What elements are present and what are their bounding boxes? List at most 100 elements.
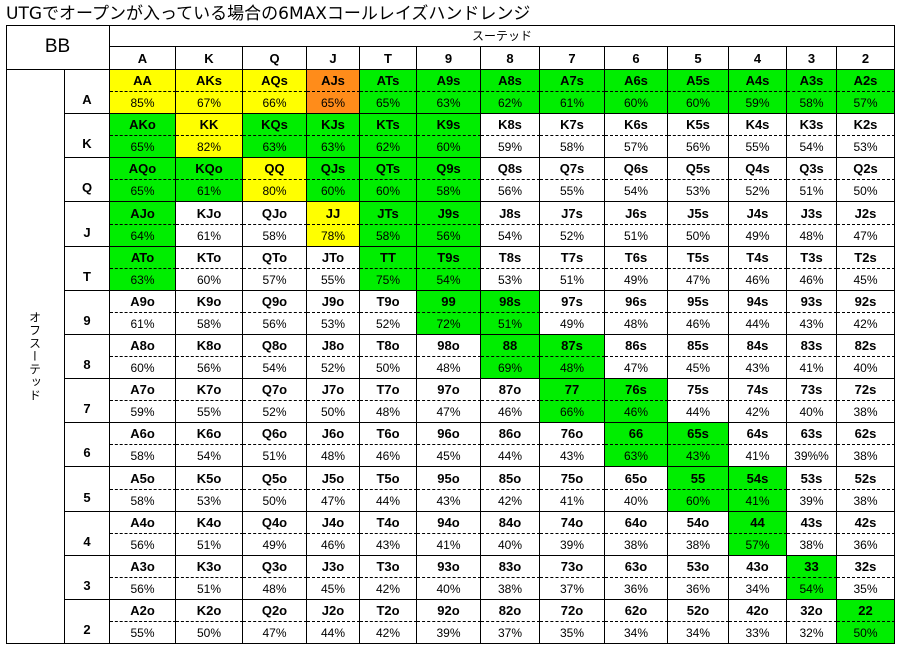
equity-cell: 45% <box>837 269 895 291</box>
row-header-8: 8 <box>65 335 110 379</box>
hand-cell: AJs <box>307 70 360 92</box>
equity-cell: 57% <box>729 534 787 556</box>
hand-cell: 63s <box>787 423 837 445</box>
equity-cell: 56% <box>110 534 176 556</box>
column-header-6: 6 <box>605 47 668 70</box>
hand-cell: T6o <box>360 423 417 445</box>
hand-cell: 64o <box>605 512 668 534</box>
row-header-Q: Q <box>65 158 110 202</box>
hand-cell: Q9s <box>417 158 481 180</box>
equity-cell: 34% <box>605 622 668 644</box>
equity-cell: 41% <box>729 445 787 467</box>
equity-cell: 47% <box>605 357 668 379</box>
column-header-J: J <box>307 47 360 70</box>
hand-cell: T8s <box>481 247 540 269</box>
hand-cell: 85o <box>481 467 540 490</box>
hand-range-table: BB スーテッド オフスーテッド A K Q J T 9 8 7 6 5 4 3 2 A AA 85% AKs 6… <box>6 25 895 644</box>
hand-cell: KTo <box>176 247 243 269</box>
equity-cell: 34% <box>729 578 787 600</box>
hand-cell: 62s <box>837 423 895 445</box>
equity-cell: 39% <box>417 622 481 644</box>
hand-cell: 86s <box>605 335 668 357</box>
equity-cell: 60% <box>360 180 417 202</box>
hand-cell: 62o <box>605 600 668 622</box>
hand-cell: Q9o <box>243 291 307 313</box>
equity-cell: 47% <box>668 269 729 291</box>
hand-cell: T2o <box>360 600 417 622</box>
equity-cell: 50% <box>176 622 243 644</box>
hand-cell: Q4o <box>243 512 307 534</box>
hand-cell: T4s <box>729 247 787 269</box>
hand-cell: 66 <box>605 423 668 445</box>
equity-cell: 67% <box>176 92 243 114</box>
hand-cell: K3s <box>787 114 837 136</box>
hand-cell: K2o <box>176 600 243 622</box>
equity-cell: 42% <box>360 578 417 600</box>
hand-cell: 84o <box>481 512 540 534</box>
hand-cell: AKo <box>110 114 176 136</box>
hand-cell: J8o <box>307 335 360 357</box>
hand-cell: 76s <box>605 379 668 401</box>
hand-cell: 43o <box>729 556 787 578</box>
equity-cell: 58% <box>417 180 481 202</box>
equity-cell: 42% <box>837 313 895 335</box>
equity-cell: 50% <box>307 401 360 423</box>
equity-cell: 56% <box>110 578 176 600</box>
equity-cell: 55% <box>540 180 605 202</box>
equity-cell: 61% <box>176 180 243 202</box>
equity-cell: 72% <box>417 313 481 335</box>
hand-cell: Q6o <box>243 423 307 445</box>
equity-cell: 61% <box>110 313 176 335</box>
hand-cell: 42o <box>729 600 787 622</box>
equity-cell: 43% <box>540 445 605 467</box>
equity-cell: 43% <box>668 445 729 467</box>
equity-cell: 42% <box>481 490 540 512</box>
equity-cell: 51% <box>787 180 837 202</box>
equity-cell: 63% <box>605 445 668 467</box>
hand-cell: Q3s <box>787 158 837 180</box>
equity-cell: 58% <box>787 92 837 114</box>
equity-cell: 57% <box>605 136 668 158</box>
equity-cell: 50% <box>360 357 417 379</box>
equity-cell: 62% <box>360 136 417 158</box>
equity-cell: 63% <box>110 269 176 291</box>
equity-cell: 56% <box>176 357 243 379</box>
equity-cell: 55% <box>729 136 787 158</box>
equity-cell: 40% <box>481 534 540 556</box>
equity-cell: 53% <box>837 136 895 158</box>
hand-cell: J3o <box>307 556 360 578</box>
hand-cell: 54o <box>668 512 729 534</box>
equity-cell: 38% <box>837 401 895 423</box>
equity-cell: 48% <box>360 401 417 423</box>
hand-cell: 32o <box>787 600 837 622</box>
hand-cell: Q4s <box>729 158 787 180</box>
hand-cell: T2s <box>837 247 895 269</box>
hand-cell: Q8o <box>243 335 307 357</box>
equity-cell: 54% <box>787 136 837 158</box>
hand-cell: J7s <box>540 202 605 225</box>
equity-cell: 47% <box>243 622 307 644</box>
hand-cell: 52o <box>668 600 729 622</box>
hand-cell: K6o <box>176 423 243 445</box>
equity-cell: 53% <box>481 269 540 291</box>
equity-cell: 40% <box>417 578 481 600</box>
hand-cell: 72s <box>837 379 895 401</box>
hand-cell: 33 <box>787 556 837 578</box>
row-header-6: 6 <box>65 423 110 467</box>
equity-cell: 63% <box>417 92 481 114</box>
hand-cell: 93s <box>787 291 837 313</box>
hand-cell: 88 <box>481 335 540 357</box>
hand-cell: ATo <box>110 247 176 269</box>
row-header-J: J <box>65 202 110 247</box>
equity-cell: 49% <box>729 225 787 247</box>
equity-cell: 58% <box>540 136 605 158</box>
equity-cell: 58% <box>110 445 176 467</box>
equity-cell: 62% <box>481 92 540 114</box>
hand-cell: 86o <box>481 423 540 445</box>
equity-cell: 44% <box>481 445 540 467</box>
equity-cell: 35% <box>837 578 895 600</box>
equity-cell: 44% <box>729 313 787 335</box>
equity-cell: 51% <box>243 445 307 467</box>
hand-cell: QJs <box>307 158 360 180</box>
equity-cell: 44% <box>360 490 417 512</box>
